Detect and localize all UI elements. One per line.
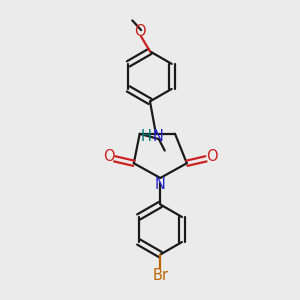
Text: Br: Br bbox=[152, 268, 168, 283]
Text: N: N bbox=[152, 129, 163, 144]
Text: O: O bbox=[103, 149, 115, 164]
Text: H: H bbox=[141, 129, 152, 144]
Text: O: O bbox=[206, 149, 218, 164]
Text: O: O bbox=[134, 24, 146, 39]
Text: N: N bbox=[155, 177, 166, 192]
